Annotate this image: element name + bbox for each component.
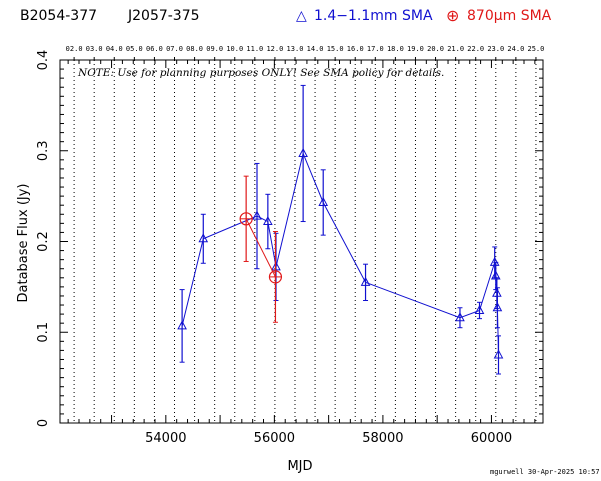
y-tick-label: 0.3: [36, 140, 51, 161]
top-axis-label: 15.0: [327, 45, 344, 53]
data-point: [252, 210, 262, 220]
series-line: [245, 218, 276, 278]
data-point: [455, 312, 465, 322]
data-point: [490, 270, 501, 280]
top-axis-label: 10.0: [226, 45, 243, 53]
top-axis-label: 03.0: [86, 45, 103, 53]
x-tick-label: 56000: [254, 431, 295, 446]
legend-870-label: 870μm SMA: [467, 8, 552, 24]
top-axis-label: 21.0: [447, 45, 464, 53]
y-tick-label: 0.1: [36, 322, 51, 343]
top-axis-label: 08.0: [186, 45, 203, 53]
top-axis-label: 04.0: [106, 45, 123, 53]
top-axis-label: 13.0: [287, 45, 304, 53]
top-axis-label: 14.0: [307, 45, 324, 53]
legend-1mm-label: 1.4−1.1mm SMA: [314, 8, 433, 24]
x-tick-label: 54000: [145, 431, 186, 446]
top-axis-label: 05.0: [126, 45, 143, 53]
top-axis-label: 11.0: [246, 45, 263, 53]
legend-1mm-icon: △: [296, 8, 307, 24]
legend-870-icon: ⊕: [446, 6, 460, 25]
top-axis-label: 16.0: [347, 45, 364, 53]
data-point: [493, 349, 504, 359]
top-axis-label: 02.0: [66, 45, 83, 53]
data-series: [177, 84, 504, 375]
data-point: [492, 302, 503, 312]
top-axis-label: 25.0: [528, 45, 545, 53]
data-point: [318, 196, 329, 206]
source-name-j2000: J2057-375: [128, 8, 200, 24]
x-axis-label: MJD: [287, 459, 312, 474]
source-name-b1950: B2054-377: [20, 8, 98, 24]
plot-frame: [59, 59, 544, 424]
grid-lines: [73, 60, 537, 423]
top-axis-label: 18.0: [387, 45, 404, 53]
top-axis-label: 12.0: [266, 45, 283, 53]
x-tick-label: 60000: [471, 431, 512, 446]
top-axis-label: 24.0: [507, 45, 524, 53]
y-tick-label: 0.4: [36, 50, 51, 71]
tick-labels: 02.0 03.0 04.0 05.0 06.0 07.0 08.0 09.0 10.0 11.0…: [36, 45, 544, 446]
chart-axes: [59, 59, 544, 424]
data-point: [177, 320, 187, 330]
data-point: [474, 304, 485, 314]
y-tick-label: 0.2: [36, 231, 51, 252]
y-tick-label: 0: [36, 419, 51, 427]
top-axis-label: 07.0: [166, 45, 183, 53]
top-axis-label: 06.0: [146, 45, 163, 53]
series-870um: [239, 175, 283, 323]
top-axis-label: 23.0: [487, 45, 504, 53]
top-axis-label: 17.0: [367, 45, 384, 53]
top-axis-label: 09.0: [206, 45, 223, 53]
data-point: [489, 256, 500, 266]
data-point: [198, 233, 209, 243]
top-axis-label: 20.0: [427, 45, 444, 53]
series-line: [181, 151, 499, 355]
top-axis-label: 19.0: [407, 45, 424, 53]
chart-note: NOTE: Use for planning purposes ONLY! Se…: [77, 67, 444, 79]
data-point: [298, 147, 308, 157]
series-1mm: [177, 84, 504, 375]
tick-marks: [60, 57, 543, 424]
top-axis-label: 22.0: [467, 45, 484, 53]
data-point: [263, 215, 273, 226]
data-point: [360, 276, 371, 286]
footer-stamp: mgurwell 30-Apr-2025 10:57: [490, 468, 600, 476]
y-axis-label: Database Flux (Jy): [16, 184, 31, 303]
x-tick-label: 58000: [362, 431, 403, 446]
